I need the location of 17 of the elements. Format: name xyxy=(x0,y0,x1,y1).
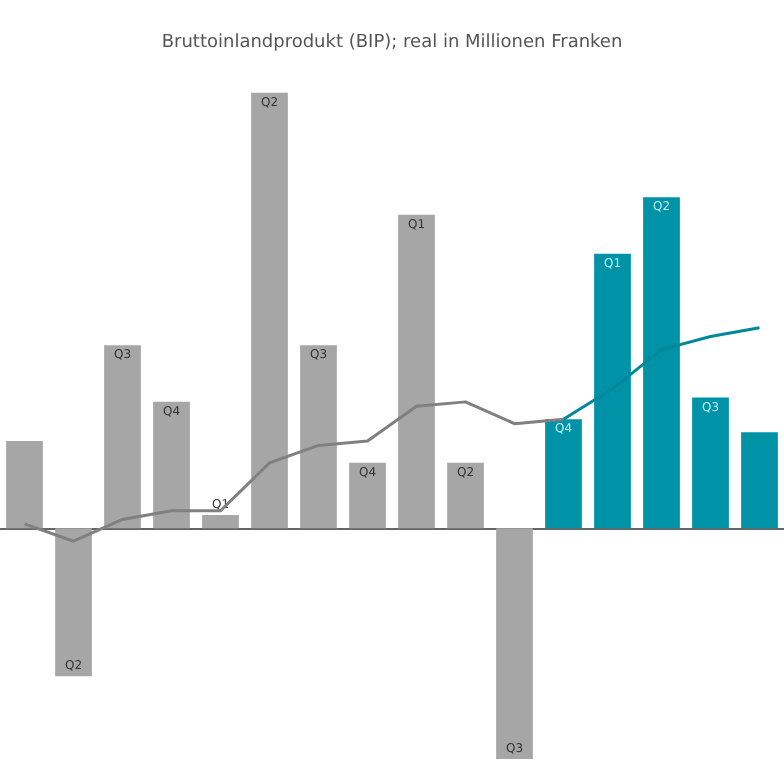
chart-title: Bruttoinlandprodukt (BIP); real in Millionen Franken xyxy=(161,33,623,53)
bar xyxy=(643,197,680,529)
bar xyxy=(104,345,141,529)
bar xyxy=(594,253,631,529)
bar xyxy=(741,432,778,529)
bar xyxy=(447,462,484,529)
bar xyxy=(6,441,43,529)
bar xyxy=(153,401,190,529)
bar xyxy=(496,528,533,759)
bar xyxy=(349,462,386,529)
bar xyxy=(398,214,435,529)
bar xyxy=(55,528,92,677)
bar xyxy=(300,345,337,529)
bar xyxy=(692,397,729,529)
bar xyxy=(545,419,582,529)
bar xyxy=(251,92,288,529)
bar xyxy=(202,515,239,529)
